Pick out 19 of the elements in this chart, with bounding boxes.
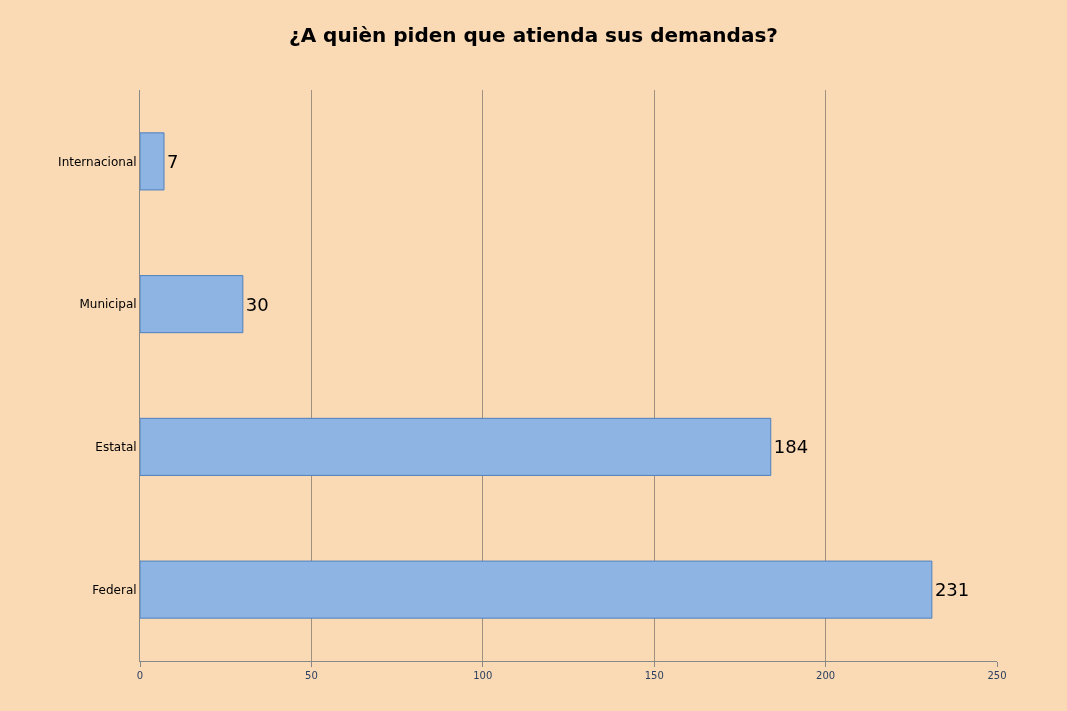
x-tick-label: 50 bbox=[305, 670, 318, 681]
bar bbox=[140, 417, 772, 476]
chart-title: ¿A quièn piden que atienda sus demandas? bbox=[289, 23, 778, 48]
y-tick-label: Internacional bbox=[58, 154, 137, 169]
data-label: 7 bbox=[167, 150, 179, 172]
bar bbox=[140, 132, 165, 191]
y-tick-label: Federal bbox=[92, 582, 137, 597]
bar bbox=[140, 275, 244, 334]
x-tick-label: 100 bbox=[473, 670, 493, 681]
data-label: 231 bbox=[934, 579, 970, 601]
bar bbox=[140, 560, 933, 619]
x-tick-label: 0 bbox=[136, 670, 144, 681]
y-tick-label: Estatal bbox=[95, 440, 137, 455]
x-tick-label: 200 bbox=[816, 670, 836, 681]
y-tick-label: Municipal bbox=[79, 297, 137, 312]
x-tick-label: 150 bbox=[644, 670, 664, 681]
data-label: 30 bbox=[245, 293, 269, 315]
data-label: 184 bbox=[773, 436, 809, 458]
x-tick-label: 250 bbox=[987, 670, 1007, 681]
